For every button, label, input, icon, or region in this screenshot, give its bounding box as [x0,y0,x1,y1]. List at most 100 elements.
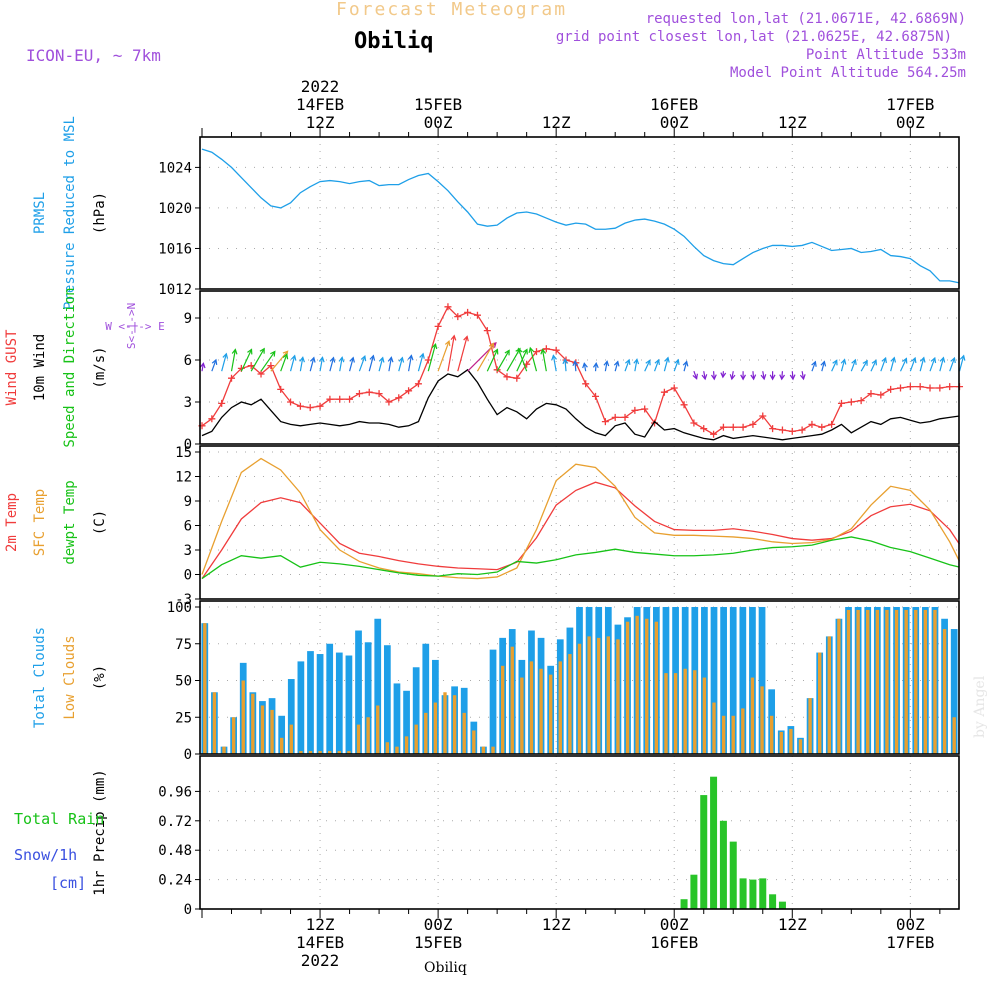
gust-marker [434,322,442,330]
ylabel-wind: Wind GUST [4,329,20,405]
gust-marker [798,426,806,434]
ylabel-temperature: SFC Temp [32,489,48,556]
watermark: by Angel [972,675,988,738]
ylabel-wind: Speed and Direction [62,287,78,447]
time-label-top: 00Z [660,113,689,132]
bar-total-cloud [297,661,305,754]
bar-low-cloud [894,609,899,754]
wind-arrow-head [504,349,510,356]
ytick-label-precip: 0.48 [158,843,192,859]
bar-precip [739,878,747,909]
requested-coords: requested lon,lat (21.0671E, 42.6869N) [646,11,966,27]
bar-total-cloud [374,618,382,754]
gust-marker [660,388,668,396]
bar-low-cloud [539,668,543,754]
gust-marker [218,399,226,407]
wind-arrow-head [282,353,289,360]
wind-arrow [388,357,392,372]
gust-marker [287,398,295,406]
wind-arrow-head [701,374,708,381]
wind-arrow [850,359,856,372]
bar-low-cloud [356,724,361,754]
precip-side-label: Snow/1h [14,846,77,864]
wind-arrow [801,371,805,380]
bar-low-cloud [856,609,860,754]
panel-frame-precip [199,755,960,910]
bar-low-cloud [385,742,390,754]
ylabel-clouds: Low Clouds [62,635,78,719]
bar-total-cloud [720,607,727,754]
wind-arrow-head [572,359,579,367]
bar-total-cloud [758,607,766,754]
wind-arrow [516,349,528,372]
wind-arrow-head [890,356,897,363]
ytick-label-clouds: 50 [175,674,192,690]
gust-marker [355,390,363,398]
time-label-top: 14FEB [296,95,344,114]
wind-arrow [653,359,660,372]
time-label-bottom: 17FEB [886,933,934,952]
bar-total-cloud [326,643,334,754]
gust-marker [916,383,924,391]
gust-marker [503,373,511,381]
time-label-top: 12Z [542,113,571,132]
wind-arrow [564,359,567,372]
time-label-bottom: 15FEB [414,933,462,952]
bar-low-cloud [914,609,918,754]
bar-low-cloud [395,746,399,754]
series-line-temperature [201,536,960,580]
wind-arrow [211,359,217,372]
bar-low-cloud [472,730,476,754]
bar-low-cloud [731,715,735,754]
wind-arrow-head [419,352,425,359]
ylabel-temperature: (C) [92,510,108,535]
bar-total-cloud [422,643,430,754]
gridpoint-coords: grid point closest lon,lat (21.0625E, 42… [556,29,952,45]
gust-marker [837,399,845,407]
wind-arrow [398,357,403,372]
gust-marker [788,427,796,435]
wind-arrow-head [463,335,469,342]
bar-low-cloud [779,731,783,754]
wind-arrow [614,361,619,372]
ytick-label-pressure: 1012 [158,282,192,298]
bar-total-cloud [710,607,718,754]
wind-arrow [541,349,547,372]
bar-low-cloud [260,705,265,754]
wind-arrow [270,350,289,372]
gust-marker [414,380,422,388]
bar-low-cloud [203,623,207,754]
ylabel-pressure: Pressure Reduced to MSL [62,116,78,310]
compass-ns: S<-|->N [125,303,138,349]
wind-arrow [624,359,630,372]
bar-total-cloud [364,642,372,754]
wind-arrow [634,359,638,372]
bar-low-cloud [721,715,726,754]
wind-arrow [427,343,437,372]
gust-marker [552,346,560,354]
wind-arrow-head [902,357,908,364]
wind-arrow-head [939,356,946,363]
ytick-label-pressure: 1020 [158,201,192,217]
ylabel-wind: 10m Wind [32,334,48,401]
gust-marker [405,387,413,395]
precip-side-label: Total Rain [14,810,104,828]
bar-low-cloud [433,702,438,754]
time-label-top: 17FEB [886,95,934,114]
wind-arrow-head [789,374,796,381]
panel-frame-clouds [199,600,960,755]
gust-marker [473,311,481,319]
wind-arrow [870,360,877,372]
wind-arrow [673,359,679,372]
wind-arrow-head [299,356,305,363]
ytick-label-pressure: 1024 [158,160,192,176]
bar-low-cloud [846,609,851,754]
wind-arrow [378,357,384,372]
bar-low-cloud [712,702,716,754]
wind-arrow-head [930,356,937,364]
bar-low-cloud [942,629,947,754]
wind-arrow-head [851,358,857,365]
wind-arrow-head [444,339,451,347]
ytick-label-clouds: 75 [175,637,192,653]
wind-arrow-head [682,360,689,367]
